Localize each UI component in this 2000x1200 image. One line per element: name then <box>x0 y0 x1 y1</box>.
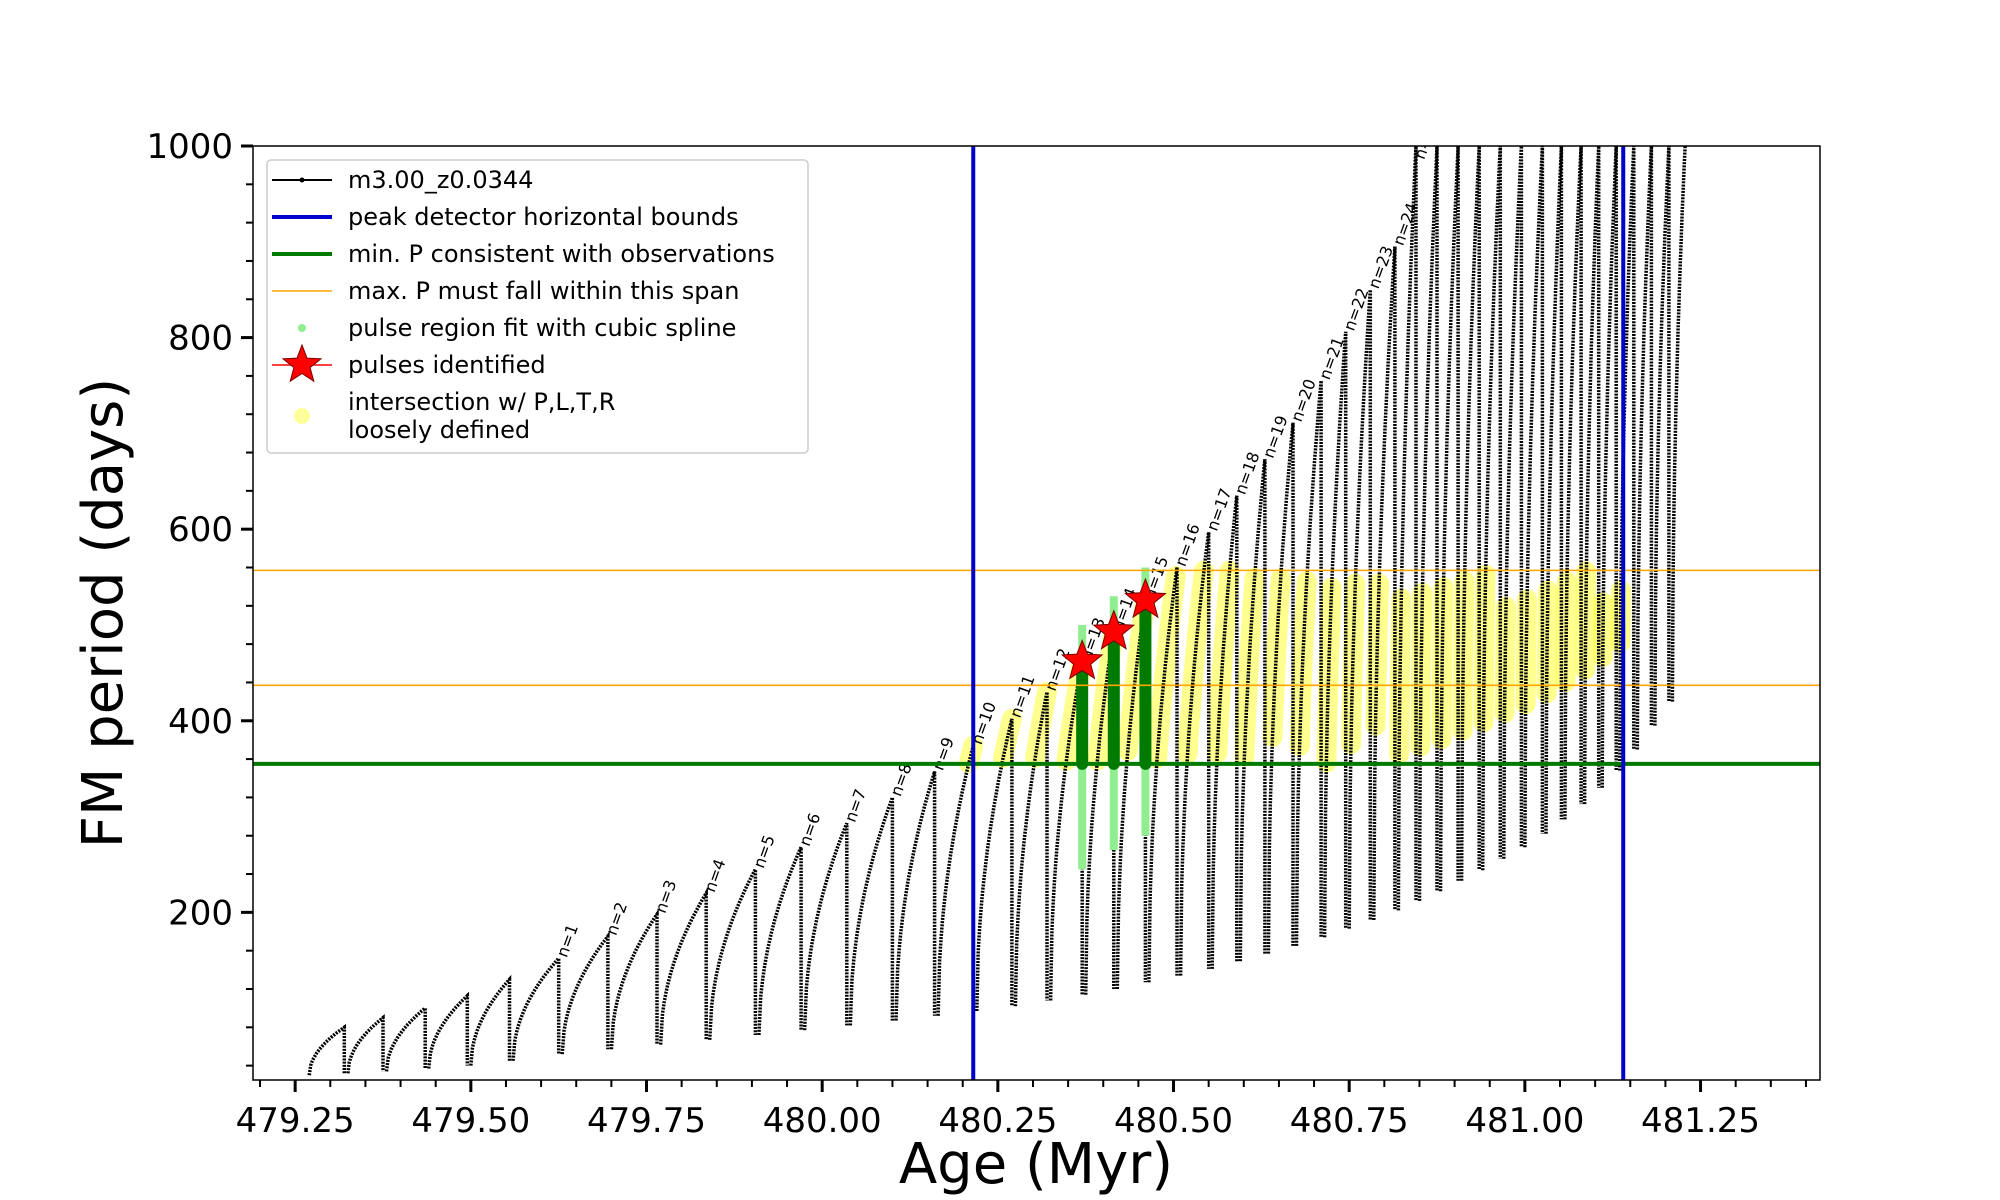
track-pulse-segment <box>802 822 849 1031</box>
x-tick-label: 480.25 <box>938 1101 1057 1141</box>
track-pulse-segment <box>757 846 803 1036</box>
track-pulse-segment <box>609 908 659 1050</box>
track-series <box>307 146 1687 1076</box>
track-pulse-segment <box>1635 146 1654 750</box>
y-tick-label: 1000 <box>146 127 233 167</box>
x-tick-label: 480.75 <box>1290 1101 1409 1141</box>
track-pulse-segment <box>1523 146 1545 848</box>
track-pulse-segment <box>1502 146 1524 859</box>
legend-label: loosely defined <box>348 416 530 444</box>
x-tick-label: 480.50 <box>1114 1101 1233 1141</box>
track-pulse-segment <box>1347 289 1373 929</box>
track-pulse-segment <box>469 974 512 1066</box>
track-pulse-segment <box>1294 380 1323 946</box>
identified-pulse-star <box>1060 639 1104 680</box>
track-pulse-segment <box>307 1023 347 1076</box>
x-tick-label: 479.75 <box>587 1101 706 1141</box>
legend-label: m3.00_z0.0344 <box>348 166 533 194</box>
y-axis-title: FM period (days) <box>71 378 136 848</box>
intersection-segment <box>1389 588 1412 765</box>
track-pulse-segment <box>1238 459 1267 962</box>
track-pulse-segment <box>346 1014 385 1074</box>
intersection-segment <box>1025 682 1057 768</box>
track-pulse-segment <box>1322 331 1348 938</box>
track-pulse-segment <box>707 868 758 1040</box>
track-pulse-segment <box>1582 146 1601 805</box>
y-tick-label: 600 <box>168 510 233 550</box>
identified-pulse-star <box>1124 577 1167 619</box>
track-pulse-segment <box>1210 495 1239 969</box>
track-pulse-segment <box>1459 146 1481 881</box>
track-pulse-segment <box>975 718 1014 1012</box>
y-tick-label: 800 <box>168 319 233 359</box>
x-tick-label: 481.00 <box>1465 1101 1584 1141</box>
track-pulse-segment <box>658 886 708 1045</box>
track-pulse-segment <box>1178 531 1211 976</box>
legend-label: pulses identified <box>348 351 546 379</box>
legend-swatch-dot <box>299 177 305 183</box>
legend-box <box>266 159 809 454</box>
legend-label: pulse region fit with cubic spline <box>348 314 736 342</box>
track-pulse-segment <box>1396 146 1418 911</box>
x-axis-title: Age (Myr) <box>899 1132 1173 1197</box>
legend-swatch-circle <box>294 408 310 424</box>
track-pulse-segment <box>1013 691 1049 1007</box>
legend-label: min. P consistent with observations <box>348 240 775 268</box>
track-pulse-segment <box>1266 422 1295 954</box>
y-axis: 200 400 600 800 1000 <box>146 127 253 1067</box>
track-pulse-segment <box>560 931 610 1055</box>
y-tick-label: 200 <box>168 893 233 933</box>
identified-pulse-star <box>1092 609 1136 650</box>
y-tick-label: 400 <box>168 702 233 742</box>
track-pulse-segment <box>1147 567 1179 983</box>
track-pulse-segment <box>1670 146 1687 702</box>
x-tick-label: 481.25 <box>1641 1101 1760 1141</box>
track-pulse-segment <box>1653 146 1671 726</box>
plot-data-layer: n=1n=2n=3n=4n=5n=6n=7n=8n=9n=10n=11n=12n… <box>253 146 1820 1080</box>
track-pulse-segment <box>1372 246 1397 921</box>
legend-swatch-star <box>281 343 323 383</box>
plot-frame <box>252 145 1821 1081</box>
track-pulse-segment <box>1544 146 1564 834</box>
track-pulse-segment <box>1600 146 1618 788</box>
legend-label: intersection w/ P,L,T,R <box>348 388 615 416</box>
x-tick-label: 479.25 <box>236 1101 355 1141</box>
track-pulse-segment <box>384 1004 427 1072</box>
track-pulse-segment <box>426 991 470 1069</box>
x-tick-label: 479.50 <box>411 1101 530 1141</box>
legend-swatch-dot <box>298 324 306 332</box>
intersection-segment <box>1555 571 1577 692</box>
track-pulse-segment <box>1480 146 1503 871</box>
x-axis: 479.25 479.50 479.75 480.00 480.25 480.50 480.… <box>236 1080 1807 1141</box>
legend-label: peak detector horizontal bounds <box>348 203 739 231</box>
track-pulse-segment <box>1563 146 1583 820</box>
track-pulse-segment <box>511 953 561 1061</box>
track-pulse-segment <box>894 770 937 1021</box>
legend-label: max. P must fall within this span <box>348 277 739 305</box>
x-tick-label: 480.00 <box>763 1101 882 1141</box>
track-pulse-segment <box>1417 146 1439 901</box>
track-pulse-segment <box>1438 146 1460 892</box>
track-pulse-segment <box>848 796 895 1026</box>
